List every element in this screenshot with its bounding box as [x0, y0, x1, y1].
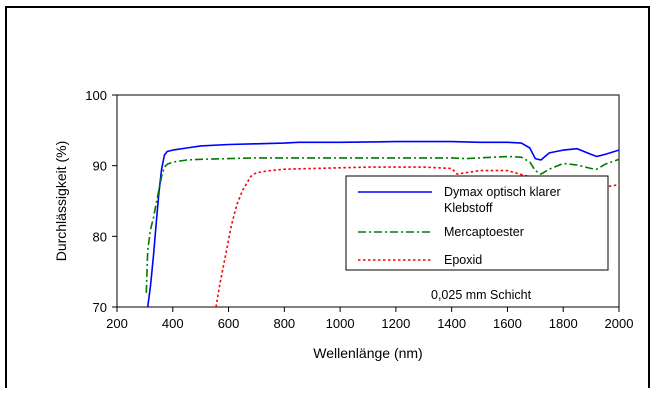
legend-label-1: Dymax optisch klarer — [444, 185, 561, 199]
x-tick-label: 1600 — [493, 316, 522, 331]
y-tick-label: 80 — [93, 229, 107, 244]
x-tick-label: 1800 — [549, 316, 578, 331]
x-tick-label: 800 — [273, 316, 295, 331]
y-axis-label: Durchlässigkeit (%) — [53, 141, 69, 262]
legend-label-3: Epoxid — [444, 253, 482, 267]
y-tick-label: 100 — [85, 88, 107, 103]
y-tick-label: 70 — [93, 300, 107, 315]
legend-label-2: Mercaptoester — [444, 225, 524, 239]
x-tick-label: 400 — [162, 316, 184, 331]
x-tick-label: 1000 — [326, 316, 355, 331]
legend-label-1: Klebstoff — [444, 201, 493, 215]
x-tick-label: 1400 — [437, 316, 466, 331]
x-tick-label: 600 — [218, 316, 240, 331]
legend: Dymax optisch klarer Klebstoff Mercaptoest… — [358, 185, 561, 267]
layer-annotation: 0,025 mm Schicht — [431, 288, 532, 302]
y-tick-label: 90 — [93, 159, 107, 174]
ticks-layer: 200 400 600 800 1000 1200 1400 1600 1800 2000 70 80… — [85, 88, 633, 331]
series-line-1 — [146, 140, 619, 307]
x-tick-label: 200 — [106, 316, 128, 331]
x-tick-label: 1200 — [381, 316, 410, 331]
series-line-2 — [145, 155, 619, 293]
x-axis-label: Wellenlänge (nm) — [313, 345, 422, 361]
x-tick-label: 2000 — [605, 316, 634, 331]
